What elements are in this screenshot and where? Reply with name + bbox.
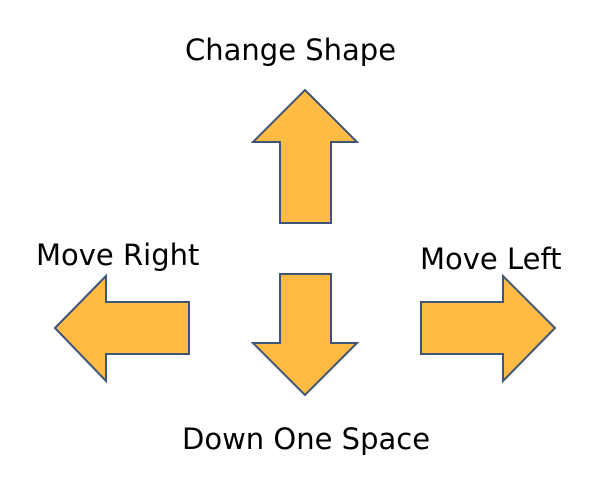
move-right-label: Move Right — [36, 238, 200, 272]
down-arrow-icon — [250, 273, 360, 397]
right-arrow-icon — [420, 273, 557, 384]
left-arrow-icon — [53, 273, 190, 384]
change-shape-label: Change Shape — [185, 33, 397, 67]
move-left-label: Move Left — [420, 242, 562, 276]
down-one-space-label: Down One Space — [182, 422, 431, 456]
up-arrow-icon — [250, 88, 360, 224]
